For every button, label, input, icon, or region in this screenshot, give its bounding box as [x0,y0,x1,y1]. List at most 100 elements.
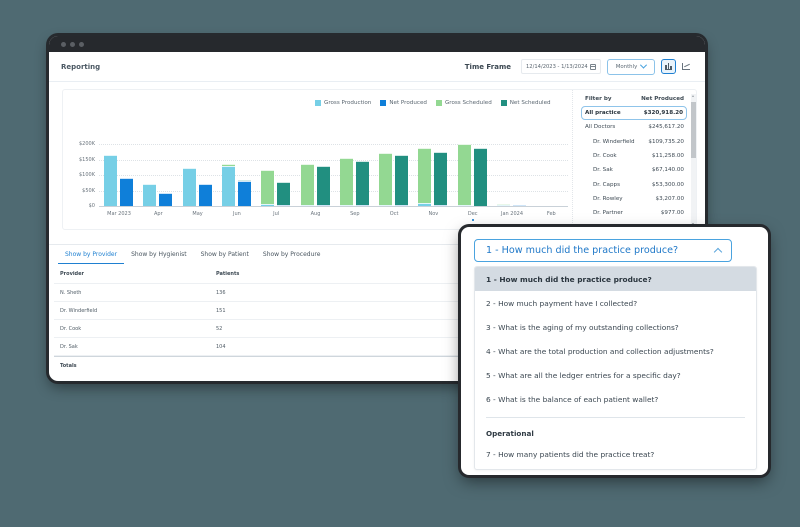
x-axis-tick: Jun [232,211,241,217]
tab-show-by-procedure[interactable]: Show by Procedure [262,251,321,258]
legend-item[interactable]: Net Produced [380,100,427,106]
gross-bar[interactable] [379,152,393,206]
gross-bar[interactable] [497,204,510,206]
bar-chart-view-button[interactable] [661,59,676,74]
net-bar[interactable] [198,184,212,206]
legend-item[interactable]: Gross Production [315,100,371,106]
net-bar[interactable] [395,155,409,206]
column-header-provider[interactable]: Provider [60,270,84,277]
filter-row[interactable]: All practice $320,918.20 [581,106,687,121]
bar-group [337,90,373,206]
bar-segment [497,205,510,206]
question-option[interactable]: 6 - What is the balance of each patient … [486,394,659,404]
gross-bar[interactable] [261,170,275,206]
y-axis-tick: $50K [82,187,95,194]
date-range-picker[interactable]: 12/14/2023 - 1/13/2024 [521,59,601,74]
legend-item[interactable]: Gross Scheduled [435,100,492,106]
chevron-down-icon [640,61,648,69]
gross-bar[interactable] [143,184,157,206]
bar-group [298,90,334,206]
tab-show-by-provider[interactable]: Show by Provider [58,245,125,264]
legend-item[interactable]: Net Scheduled [500,100,551,106]
column-header-patients[interactable]: Patients [216,270,240,277]
gross-bar[interactable] [182,168,196,206]
filter-value: $245,617.20 [648,124,684,131]
table-row[interactable]: Dr. Sak 104 [54,338,474,356]
filter-row[interactable]: Dr. Winderfield $109,735.20 [581,135,694,149]
filter-row[interactable]: All Doctors $245,617.20 [581,120,694,134]
line-chart-view-button[interactable] [678,59,693,74]
table-row[interactable]: Dr. Cook 52 [54,320,474,338]
gridline [99,159,568,161]
question-option[interactable]: 2 - How much payment have I collected? [486,298,638,308]
net-produced-header: Net Produced [641,96,684,102]
y-axis-tick: $100K [78,172,95,178]
x-axis-tick: May [192,211,203,217]
question-option[interactable]: 3 - What is the aging of my outstanding … [486,322,679,332]
bar-segment [434,204,448,206]
gross-bar[interactable] [457,143,471,206]
net-bar[interactable] [355,161,369,206]
period-select[interactable]: Monthly [607,58,655,75]
table-row[interactable]: Dr. Winderfield 151 [54,302,474,320]
chart-card: Gross Production Net Produced Gross Schedu… [62,89,697,231]
bar-group [455,90,491,206]
gross-bar[interactable] [221,163,235,206]
bar-segment [316,205,330,206]
window-control-dot[interactable] [70,41,75,47]
filter-name: All practice [585,110,621,117]
gross-bar[interactable] [104,154,117,206]
question-option[interactable]: 7 - How many patients did the practice t… [486,449,655,459]
provider-cell: N. Sheth [60,289,82,296]
bar-chart-icon [665,63,672,70]
y-axis-tick: $150K [78,156,95,163]
question-option[interactable]: 5 - What are all the ledger entries for … [486,370,681,380]
filter-row[interactable]: Dr. Cook $11,258.00 [581,149,694,163]
net-bar[interactable] [159,192,173,206]
bar-segment [457,205,471,206]
net-bar[interactable] [120,178,133,206]
x-axis-tick: Oct [389,211,399,217]
tab-show-by-hygienist[interactable]: Show by Hygienist [131,251,187,258]
bar-segment [104,154,117,206]
line-chart-icon [681,63,690,70]
question-dropdown-trigger[interactable]: 1 - How much did the practice produce? [474,239,732,262]
question-option[interactable]: 1 - How much did the practice produce? [475,267,756,291]
filter-row[interactable]: Dr. Partner $977.00 [581,206,694,220]
bar-segment [300,164,314,205]
bar-segment [120,178,133,206]
window-control-dot[interactable] [61,41,66,47]
window-control-dot[interactable] [79,41,84,47]
gross-bar[interactable] [418,147,432,206]
bar-segment [198,184,212,206]
scrollbar-thumb[interactable] [691,102,696,158]
bar-group [219,90,255,206]
window-titlebar [49,36,705,52]
filter-value: $67,140.00 [651,167,684,174]
filter-row[interactable]: Dr. Rowley $3,207.00 [581,192,694,206]
table-row[interactable]: N. Sheth 136 [54,284,474,302]
scroll-down-arrow-icon[interactable] [692,223,694,225]
net-bar[interactable] [513,205,526,206]
net-bar[interactable] [434,151,448,206]
bar-segment [237,179,251,181]
question-option[interactable]: 4 - What are the total production and co… [486,346,714,356]
bar-group [415,90,451,206]
gross-bar[interactable] [339,157,353,206]
tab-show-by-patient[interactable]: Show by Patient [200,251,249,258]
net-bar[interactable] [473,148,487,206]
filter-row[interactable]: Dr. Capps $53,300.00 [581,177,694,191]
net-bar[interactable] [316,166,330,206]
filter-scrollbar[interactable] [691,94,696,226]
legend-swatch [435,100,442,106]
filter-by-header: Filter by [585,96,612,102]
patients-cell: 52 [216,325,223,332]
patients-cell: 136 [216,289,226,296]
x-axis-tick: Jul [273,211,280,217]
gross-bar[interactable] [300,164,314,206]
filter-row[interactable]: Dr. Sak $67,140.00 [581,163,694,177]
scroll-up-arrow-icon[interactable] [692,95,694,97]
filter-value: $109,735.20 [648,138,684,145]
net-bar[interactable] [237,179,251,206]
net-bar[interactable] [277,182,291,206]
